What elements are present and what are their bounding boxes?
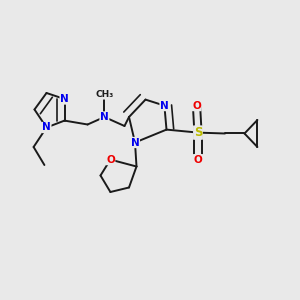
Text: CH₃: CH₃ (95, 90, 113, 99)
Text: O: O (106, 154, 115, 165)
Text: N: N (160, 100, 169, 111)
Text: S: S (194, 126, 202, 139)
Text: N: N (100, 112, 109, 122)
Text: N: N (42, 122, 51, 133)
Text: N: N (60, 94, 69, 104)
Text: O: O (194, 154, 202, 165)
Text: N: N (130, 137, 140, 148)
Text: O: O (192, 100, 201, 111)
